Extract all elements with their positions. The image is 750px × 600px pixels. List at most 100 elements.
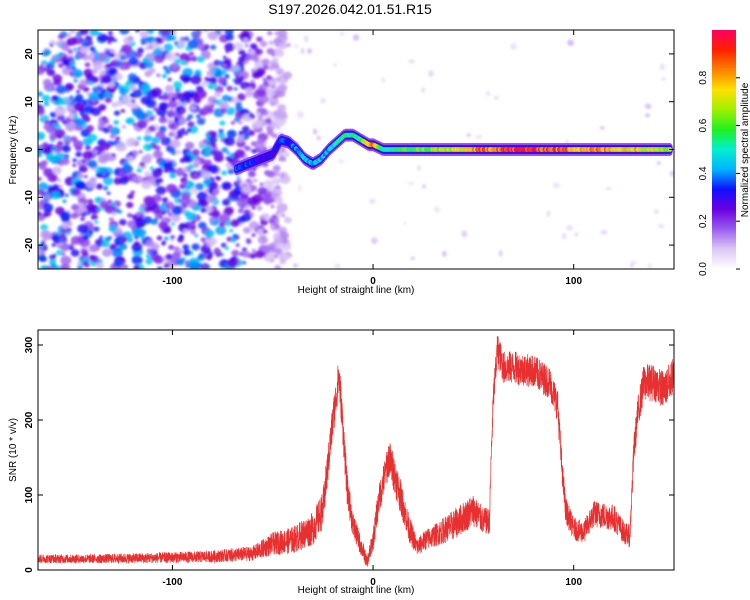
noise-blob — [97, 52, 109, 61]
noise-blob — [237, 120, 243, 125]
spectrogram-xtick-label: 0 — [370, 276, 376, 287]
noise-blob — [97, 31, 102, 36]
noise-blob — [272, 164, 281, 172]
noise-blob — [73, 47, 78, 52]
noise-blob — [263, 79, 268, 84]
noise-blob — [253, 57, 259, 63]
noise-blob — [55, 40, 61, 45]
noise-blob — [151, 114, 157, 119]
noise-blob — [187, 39, 199, 49]
noise-blob — [224, 42, 235, 52]
noise-blob — [105, 63, 112, 69]
noise-blob — [251, 233, 256, 237]
noise-blob — [64, 193, 69, 197]
noise-blob — [70, 249, 80, 257]
noise-blob — [170, 149, 177, 156]
noise-blob — [76, 33, 81, 38]
noise-blob — [145, 258, 153, 265]
noise-blob — [46, 68, 56, 77]
noise-blob — [273, 223, 280, 229]
noise-blob — [257, 235, 268, 245]
noise-blob — [268, 64, 276, 71]
noise-blob — [235, 179, 241, 184]
noise-blob — [231, 249, 240, 257]
noise-blob — [274, 89, 283, 97]
noise-blob — [91, 76, 99, 83]
noise-blob — [170, 222, 176, 226]
noise-blob — [231, 97, 239, 104]
noise-blob — [132, 107, 144, 117]
figure-title: S197.2026.042.01.51.R15 — [268, 1, 432, 17]
noise-blob — [237, 208, 244, 214]
noise-blob — [145, 61, 154, 69]
noise-blob — [177, 40, 186, 48]
noise-blob — [127, 220, 137, 229]
noise-blob — [381, 77, 386, 83]
noise-blob — [222, 55, 227, 60]
noise-blob — [70, 235, 82, 245]
noise-blob — [191, 219, 197, 224]
noise-blob — [72, 158, 78, 163]
noise-blob — [248, 221, 259, 230]
noise-blob — [206, 70, 215, 77]
noise-blob — [276, 67, 284, 74]
noise-blob — [221, 94, 231, 102]
noise-blob — [224, 30, 234, 36]
noise-blob — [185, 264, 190, 268]
noise-blob — [111, 153, 116, 157]
spectrogram-xlabel: Height of straight line (km) — [298, 285, 415, 296]
noise-blob — [217, 60, 224, 66]
noise-blob — [174, 58, 182, 65]
noise-blob — [212, 67, 219, 73]
noise-blob — [255, 67, 266, 76]
noise-blob — [172, 207, 182, 215]
noise-blob — [222, 64, 227, 69]
noise-blob — [275, 119, 285, 127]
noise-blob — [145, 113, 150, 117]
colorbar-label: Normalized spectral amplitude — [740, 82, 750, 217]
noise-blob — [154, 145, 161, 151]
spectrogram-ytick-label: -20 — [24, 237, 35, 252]
noise-blob — [57, 34, 65, 40]
noise-blob — [236, 150, 246, 159]
noise-blob — [81, 113, 89, 120]
noise-blob — [113, 259, 123, 268]
noise-blob — [156, 235, 163, 241]
noise-blob — [164, 84, 174, 93]
noise-blob — [79, 79, 88, 86]
noise-blob — [120, 109, 126, 113]
noise-blob — [191, 243, 200, 251]
noise-blob — [66, 37, 77, 46]
noise-blob — [99, 106, 105, 111]
noise-blob — [70, 136, 78, 143]
noise-blob — [126, 213, 133, 218]
noise-blob — [38, 255, 47, 262]
noise-blob — [126, 80, 131, 84]
noise-blob — [421, 87, 426, 93]
noise-blob — [61, 144, 71, 153]
noise-blob — [178, 234, 184, 239]
noise-blob — [56, 244, 61, 248]
noise-blob — [165, 253, 173, 260]
noise-blob — [195, 89, 207, 99]
noise-blob — [220, 242, 227, 248]
noise-blob — [219, 101, 229, 110]
snr-ytick-label: 200 — [24, 411, 35, 428]
noise-blob — [119, 54, 127, 61]
noise-blob — [168, 244, 175, 250]
noise-blob — [89, 46, 96, 52]
noise-blob — [441, 250, 447, 257]
noise-blob — [239, 192, 249, 200]
noise-blob — [145, 99, 157, 108]
noise-blob — [257, 187, 268, 196]
noise-blob — [168, 132, 174, 137]
spectrogram-xtick-label: -100 — [162, 276, 182, 287]
noise-blob — [208, 181, 219, 190]
noise-blob — [51, 235, 57, 240]
noise-blob — [222, 82, 228, 87]
noise-blob — [77, 265, 83, 269]
noise-blob — [279, 77, 287, 83]
noise-blob — [498, 249, 503, 257]
noise-blob — [42, 142, 49, 148]
